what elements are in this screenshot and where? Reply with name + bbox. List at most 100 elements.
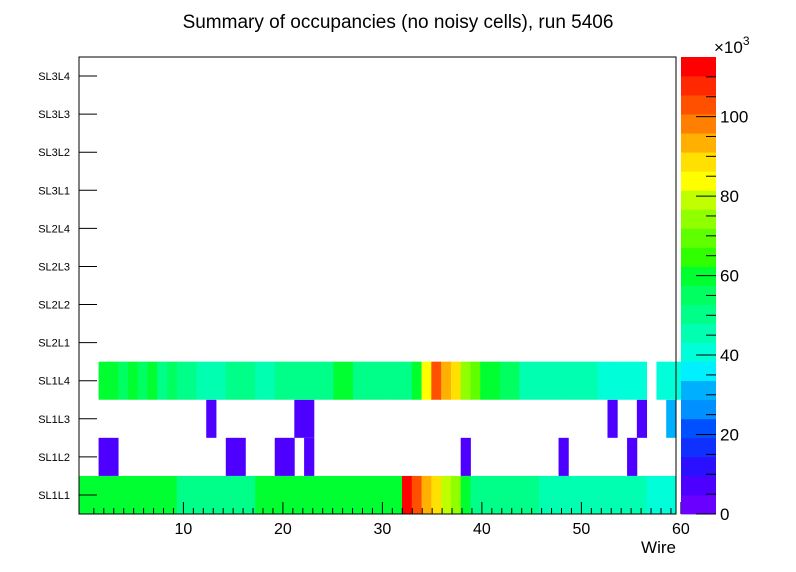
heatmap-cell — [323, 361, 334, 400]
heatmap-cell — [176, 475, 188, 514]
heatmap-cell — [460, 437, 471, 476]
heatmap-cell — [137, 361, 148, 400]
heatmap-cell — [294, 361, 305, 400]
heatmap-cell — [636, 399, 648, 438]
color-scale-segment — [681, 437, 716, 458]
heatmap-cell — [529, 475, 540, 514]
heatmap-cell — [235, 475, 246, 514]
heatmap-cell — [206, 475, 217, 514]
y-tick-label: SL1L4 — [38, 376, 70, 388]
heatmap-cell — [568, 361, 579, 400]
heatmap-cell — [98, 361, 109, 400]
heatmap-cell — [499, 475, 511, 514]
heatmap-cell — [617, 361, 628, 400]
heatmap-cell — [460, 361, 471, 400]
y-tick-label: SL2L2 — [38, 300, 70, 312]
heatmap-cell — [450, 475, 462, 514]
heatmap-cell — [127, 475, 139, 514]
x-tick-label: 40 — [473, 521, 491, 538]
heatmap-cell — [460, 475, 471, 514]
z-multiplier: ×103 — [714, 34, 750, 57]
y-tick-label: SL2L3 — [38, 261, 70, 273]
heatmap-cell — [235, 361, 246, 400]
heatmap-cell — [538, 361, 550, 400]
y-tick-label: SL2L1 — [38, 338, 70, 350]
chart-title: Summary of occupancies (no noisy cells),… — [183, 12, 614, 33]
x-tick-label: 50 — [572, 521, 590, 538]
heatmap-cell — [558, 437, 569, 476]
heatmap-cell — [196, 361, 207, 400]
color-scale-segment — [681, 342, 716, 363]
heatmap-cell — [421, 475, 432, 514]
heatmap-cell — [167, 475, 178, 514]
heatmap-cell — [157, 475, 168, 514]
heatmap-cell — [343, 475, 354, 514]
heatmap-cell — [294, 475, 305, 514]
heatmap-cell — [294, 399, 305, 438]
heatmap-cell — [636, 361, 648, 400]
heatmap-cell — [372, 361, 383, 400]
heatmap-cell — [490, 361, 501, 400]
heatmap-cell — [627, 361, 638, 400]
plot-frame — [78, 56, 677, 515]
heatmap-cell — [274, 437, 285, 476]
color-scale-segment — [681, 95, 716, 115]
heatmap-cell — [597, 361, 608, 400]
heatmap-cell — [313, 361, 325, 400]
heatmap-cell — [137, 475, 148, 514]
heatmap-cell — [529, 361, 540, 400]
heatmap-cell — [304, 437, 315, 476]
color-scale-segment — [681, 133, 716, 153]
heatmap-cell — [245, 361, 256, 400]
heatmap-cell — [313, 475, 325, 514]
heatmap-cell — [548, 361, 559, 400]
color-scale-segment — [681, 399, 716, 420]
color-scale-segment — [681, 456, 716, 477]
heatmap-cell — [245, 475, 256, 514]
color-scale-segment — [681, 266, 716, 286]
heatmap-cell — [392, 361, 403, 400]
heatmap-cell — [578, 475, 589, 514]
heatmap-cell — [118, 475, 129, 514]
heatmap-cell — [167, 361, 178, 400]
color-scale-segment — [681, 228, 716, 248]
z-tick-label: 100 — [720, 108, 748, 127]
x-tick-label: 10 — [174, 521, 192, 538]
heatmap-cell — [372, 475, 383, 514]
color-scale-segment — [681, 114, 716, 134]
heatmap-cell — [401, 475, 413, 514]
heatmap-cell — [274, 361, 285, 400]
heatmap-cell — [225, 475, 236, 514]
heatmap-cell — [343, 361, 354, 400]
heatmap-cell — [509, 475, 520, 514]
heatmap-cell — [98, 437, 109, 476]
heatmap-cell — [421, 361, 432, 400]
heatmap-cell — [333, 361, 344, 400]
heatmap-cell — [127, 361, 139, 400]
y-tick-label: SL3L4 — [38, 71, 70, 83]
heatmap-cell — [431, 361, 442, 400]
heatmap-cell — [118, 361, 129, 400]
color-scale-segment — [681, 361, 716, 382]
heatmap-cell — [98, 475, 109, 514]
heatmap-cell — [362, 361, 374, 400]
z-tick-label: 60 — [720, 267, 739, 286]
heatmap-cell — [264, 475, 276, 514]
heatmap-cell — [568, 475, 579, 514]
heatmap-cells — [79, 361, 696, 514]
heatmap-cell — [284, 437, 295, 476]
heatmap-cell — [235, 437, 246, 476]
heatmap-cell — [411, 361, 422, 400]
heatmap-cell — [558, 361, 569, 400]
heatmap-cell — [636, 475, 648, 514]
heatmap-cell — [627, 475, 638, 514]
z-tick-label: 20 — [720, 426, 739, 445]
y-tick-label: SL3L3 — [38, 109, 70, 121]
heatmap-cell — [666, 399, 677, 438]
heatmap-cell — [186, 475, 197, 514]
heatmap-cell — [578, 361, 589, 400]
heatmap-cell — [323, 475, 334, 514]
heatmap-cell — [499, 361, 511, 400]
y-tick-label: SL3L1 — [38, 185, 70, 197]
heatmap-cell — [108, 361, 119, 400]
